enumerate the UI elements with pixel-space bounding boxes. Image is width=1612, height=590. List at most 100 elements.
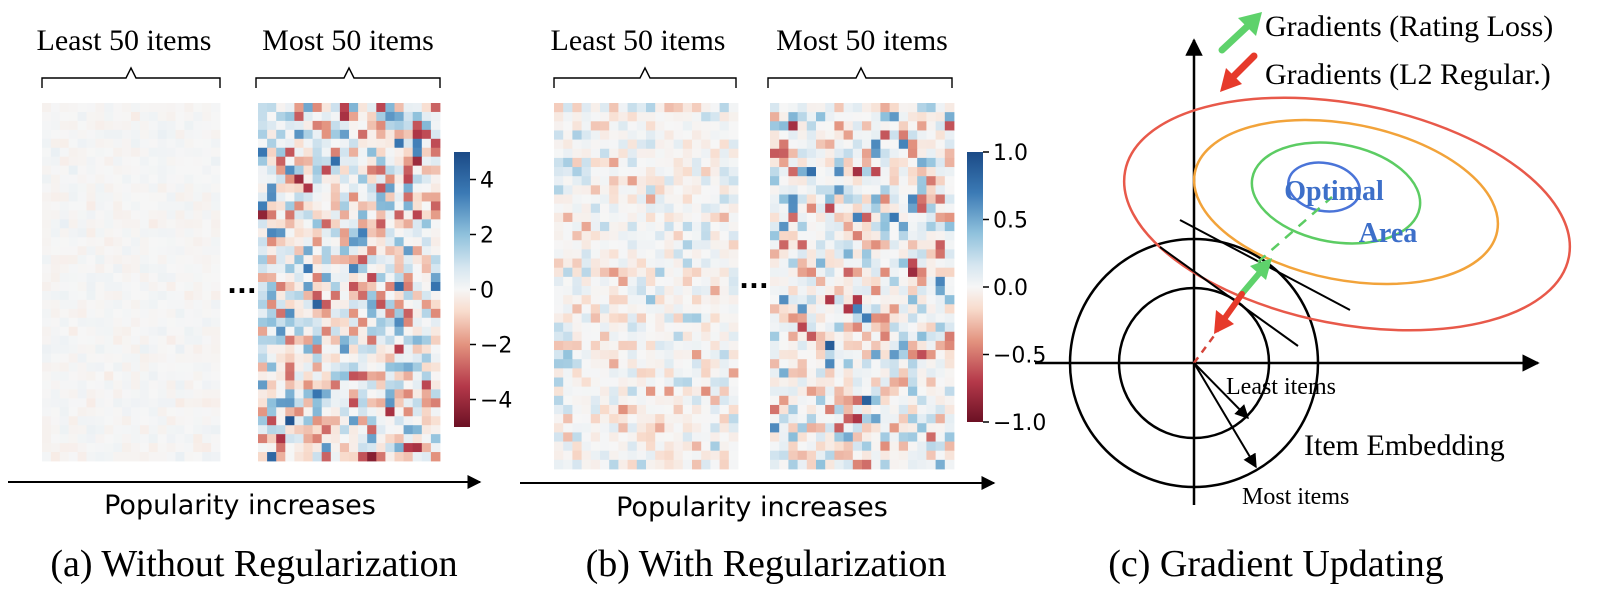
heatmap-cell [719,130,730,140]
heatmap-cell [412,317,423,328]
heatmap-cell [358,380,368,390]
heatmap-cell [627,322,638,333]
heatmap-cell [211,282,221,292]
heatmap-cell [157,452,167,462]
heatmap-cell [581,212,592,223]
heatmap-cell [148,246,159,256]
heatmap-cell [636,112,647,122]
heatmap-cell [157,237,167,247]
heatmap-cell [367,165,377,175]
heatmap-cell [682,258,693,269]
heatmap-cell [682,212,693,223]
heatmap-cell [42,434,52,444]
heatmap-cell [330,308,341,319]
heatmap-cell [42,219,52,229]
heatmap-cell [834,359,844,369]
heatmap-cell [581,121,592,131]
heatmap-cell [321,299,332,310]
heatmap-cell [139,147,150,158]
heatmap-cell [148,389,159,399]
heatmap-cell [394,192,404,202]
heatmap-cell [294,183,304,193]
heatmap-cell [184,228,194,238]
heatmap-cell [131,103,141,113]
heatmap-cell [926,185,936,195]
heatmap-cell [862,286,872,296]
heatmap-cell [303,452,313,462]
heatmap-cell [394,443,404,453]
heatmap-cell [581,304,592,314]
heatmap-cell [627,212,638,223]
heatmap-cell [770,459,780,470]
heatmap-cell [692,112,702,122]
heatmap-cell [852,313,863,323]
heatmap-cell [719,148,730,159]
heatmap-cell [113,129,123,140]
heatmap-cell [77,398,87,408]
heatmap-cell [935,258,946,269]
heatmap-cell [554,121,564,131]
heatmap-cell [285,111,295,122]
heatmap-cell [339,282,350,292]
heatmap-cell [788,313,798,323]
heatmap-cell [627,148,638,159]
heatmap-cell [113,255,123,265]
heatmap-cell [843,395,854,406]
heatmap-cell [871,322,881,333]
heatmap-cell [358,183,368,193]
heatmap-cell [339,201,350,211]
heatmap-cell [825,414,835,424]
heatmap-cell [166,273,176,283]
heatmap-cell [825,286,835,296]
heatmap-cell [202,326,212,337]
heatmap-cell [825,176,835,186]
heatmap-cell [95,434,105,444]
heatmap-cell [797,148,808,159]
heatmap-cell [572,249,582,259]
heatmap-cell [770,258,780,269]
heatmap-cell [59,308,70,319]
heatmap-cell [358,165,368,175]
heatmap-cell [788,258,798,269]
heatmap-cell [908,139,918,150]
heatmap-cell [367,443,377,453]
heatmap-cell [926,395,936,406]
heatmap-cell [104,237,114,247]
heatmap-cell [349,434,359,444]
heatmap-cell [294,111,304,122]
heatmap-cell [122,103,132,113]
heatmap-cell [779,212,789,223]
heatmap-cell [122,264,132,274]
heatmap-cell [267,192,277,202]
heatmap-cell [258,425,268,435]
heatmap-cell [692,331,702,342]
heatmap-cell [871,103,881,113]
heatmap-cell [376,147,386,158]
heatmap-cell [148,425,159,435]
heatmap-cell [330,335,341,346]
heatmap-cell [104,255,114,265]
heatmap-cell [349,335,359,346]
heatmap-cell [889,167,900,177]
heatmap-cell [710,377,720,388]
heatmap-cell [862,231,872,241]
heatmap-cell [779,423,789,433]
heatmap-cell [276,255,286,265]
heatmap-cell [358,353,368,363]
heatmap-cell [600,240,610,250]
heatmap-cell [944,194,955,205]
heatmap-cell [554,185,564,195]
heatmap-cell [843,130,854,140]
heatmap-cell [701,450,711,461]
heatmap-cell [166,443,176,453]
heatmap-cell [843,203,854,214]
heatmap-cell [258,452,268,462]
heatmap-cell [376,282,386,292]
heatmap-cell [157,273,167,283]
heatmap-cell [834,249,844,259]
heatmap-cell [609,231,619,241]
heatmap-cell [673,276,684,287]
heatmap-cell [403,174,414,184]
heatmap-cell [267,264,277,274]
heatmap-cell [349,201,359,211]
